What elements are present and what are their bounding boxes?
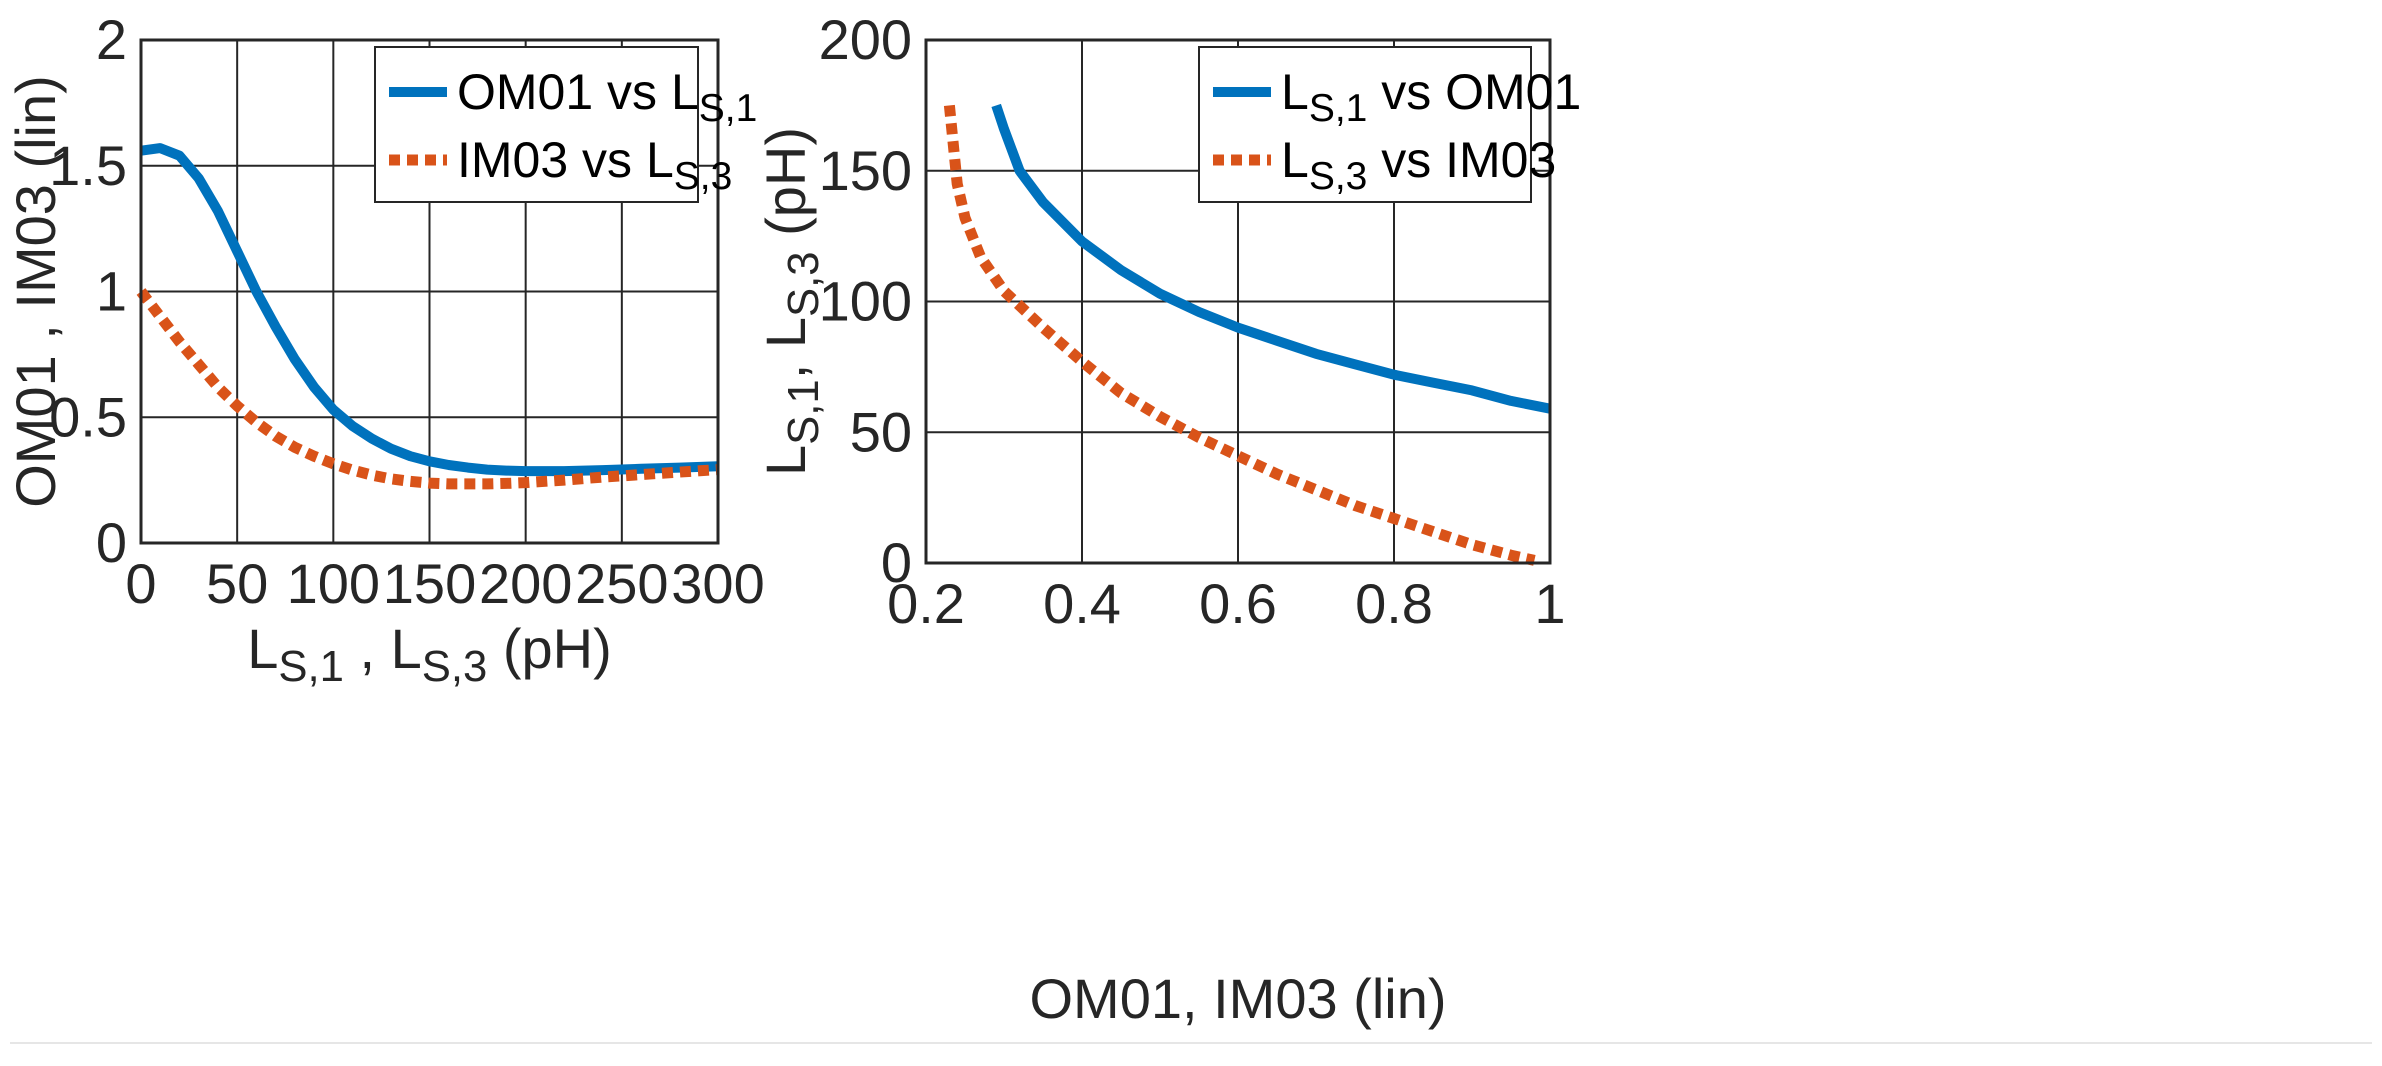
series-line-2 [136, 288, 719, 490]
plot-frame [924, 38, 1552, 565]
y-tick-label: 2 [96, 8, 127, 71]
plot-frame [139, 38, 720, 545]
y-tick-label: 50 [850, 400, 912, 463]
chart-left: 0 50 100 150 200 250 300 0 0.5 1 1.5 2 LS,1 , LS,3 (… [4, 8, 765, 691]
y-axis-label: OM01 , IM03 (lin) [4, 75, 67, 508]
x-tick-label: 0.6 [1199, 572, 1277, 635]
series-line-2 [943, 104, 1536, 566]
x-tick-label: 0.8 [1355, 572, 1433, 635]
x-axis-label: OM01, IM03 (lin) [1030, 967, 1447, 1030]
x-tick-label: 0.4 [1043, 572, 1121, 635]
x-tick-label: 50 [206, 552, 268, 615]
legend-box [1198, 46, 1532, 203]
y-tick-label: 0.5 [49, 385, 127, 448]
x-tick-label: 0.2 [887, 572, 965, 635]
x-tick-label: 300 [671, 552, 764, 615]
y-axis-label: LS,1, LS,3 (pH) [754, 127, 828, 476]
y-tick-label: 200 [819, 8, 912, 71]
legend-box [374, 46, 699, 203]
x-axis-label: LS,1 , LS,3 (pH) [247, 617, 612, 691]
series-line-1 [991, 103, 1551, 414]
legend-label-1: LS,1 vs OM01 [1281, 64, 1581, 130]
x-tick-label: 250 [575, 552, 668, 615]
y-tick-label: 0 [96, 511, 127, 574]
legend-label-2: IM03 vs LS,3 [457, 132, 732, 198]
legend-label-1: OM01 vs LS,1 [457, 64, 757, 130]
chart-right: 0.2 0.4 0.6 0.8 1 0 50 100 150 200 OM01, IM03 (lin… [754, 8, 1581, 1030]
y-tick-label: 100 [819, 270, 912, 333]
x-tick-label: 150 [383, 552, 476, 615]
x-tick-label: 1 [1534, 572, 1565, 635]
series-line-1 [140, 143, 719, 477]
y-tick-label: 1 [96, 260, 127, 323]
legend-label-2: LS,3 vs IM03 [1281, 132, 1556, 198]
x-tick-label: 0 [125, 552, 156, 615]
y-tick-label: 150 [819, 139, 912, 202]
y-tick-label: 0 [881, 531, 912, 594]
x-tick-label: 200 [479, 552, 572, 615]
x-tick-label: 100 [287, 552, 380, 615]
y-tick-label: 1.5 [49, 134, 127, 197]
